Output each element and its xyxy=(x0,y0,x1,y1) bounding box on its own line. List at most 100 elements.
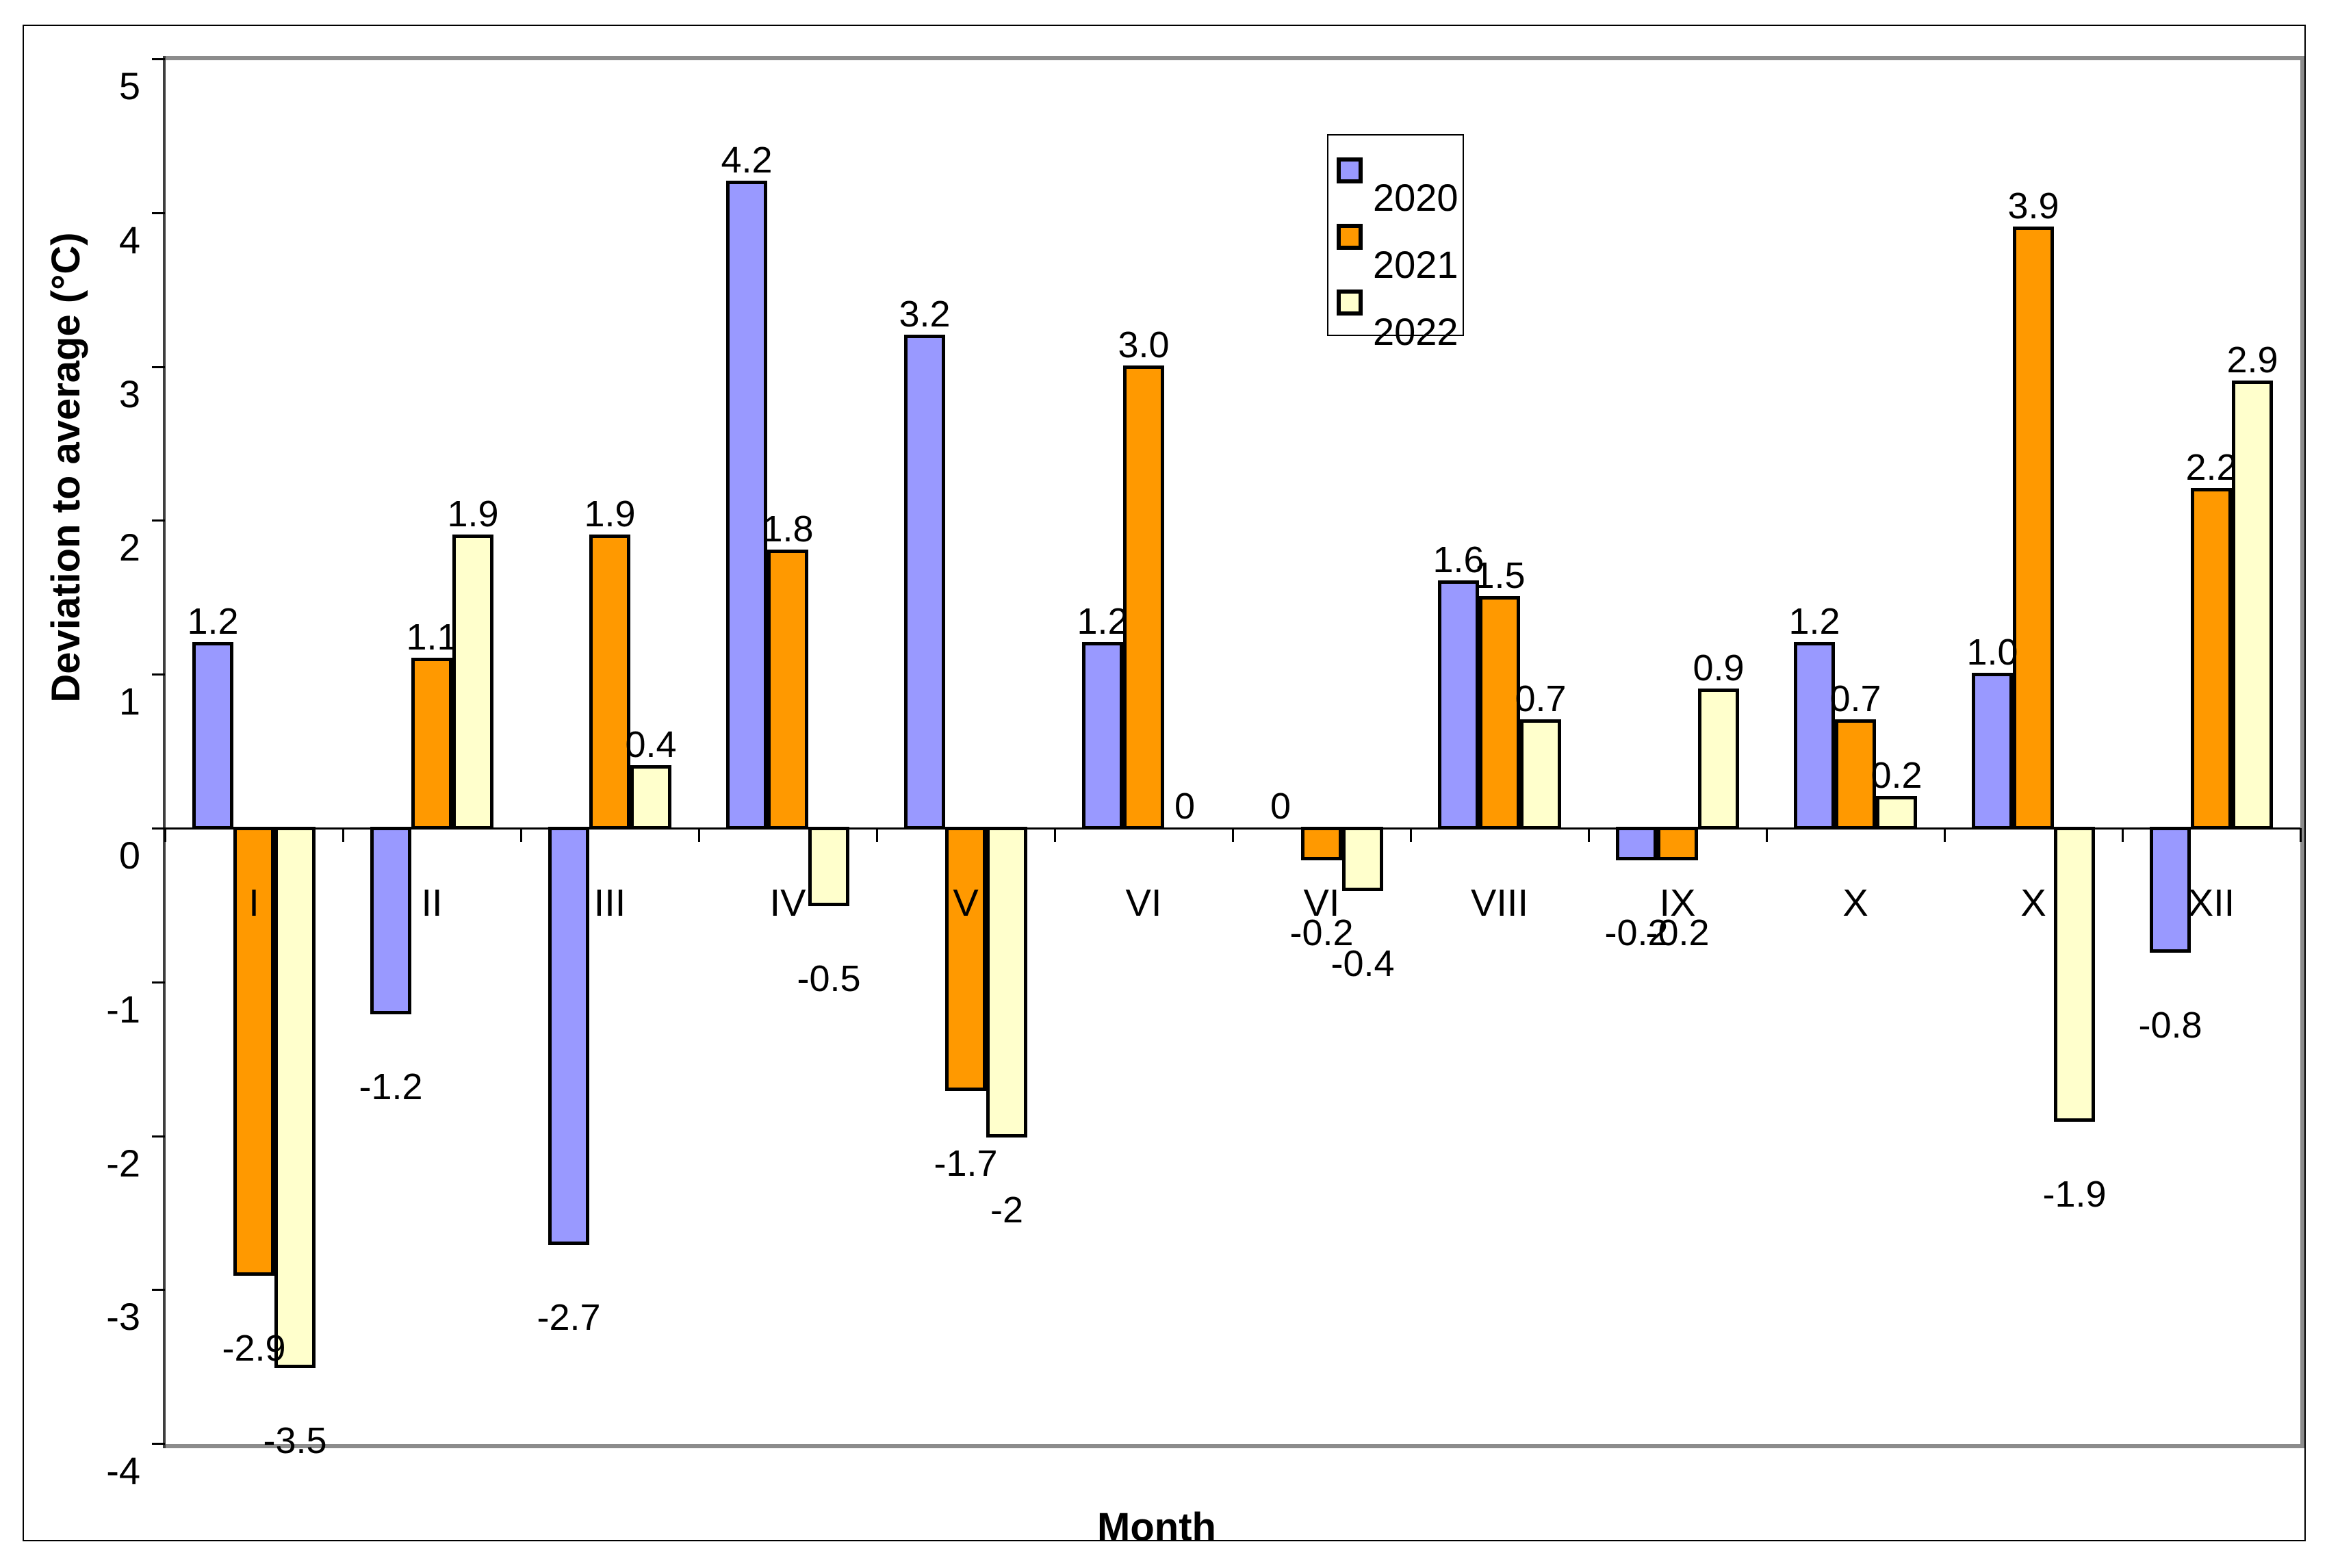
data-label: -1.7 xyxy=(934,1143,998,1185)
legend-swatch-2022 xyxy=(1337,290,1363,316)
data-label: 1.1 xyxy=(406,616,458,658)
bar-2021-II xyxy=(411,657,452,830)
category-label: IV xyxy=(769,881,806,924)
bar-2020-V xyxy=(904,334,945,830)
data-label: -3.5 xyxy=(263,1419,327,1461)
bar-2021-III xyxy=(589,534,630,830)
data-label: 1.2 xyxy=(1077,601,1129,643)
y-axis-tick-label: 2 xyxy=(118,526,140,569)
data-label: 3.0 xyxy=(1118,324,1170,365)
x-axis-tick xyxy=(1054,828,1056,842)
y-axis-tick xyxy=(152,1289,165,1291)
data-label: -1.2 xyxy=(359,1066,423,1107)
category-label: III xyxy=(593,881,626,924)
x-axis-tick xyxy=(1588,828,1590,842)
legend-label-2022: 2022 xyxy=(1373,310,1458,353)
data-label: 1.0 xyxy=(1966,632,2018,673)
y-axis-tick-label: -4 xyxy=(106,1449,140,1493)
x-axis-tick xyxy=(698,828,700,842)
bar-2022-XII xyxy=(2232,381,2273,830)
data-label: -1.9 xyxy=(2042,1174,2107,1216)
data-label: 1.2 xyxy=(187,601,239,643)
bar-2022-I xyxy=(274,827,316,1368)
bar-2022-III xyxy=(630,765,671,830)
legend-swatch-2020 xyxy=(1337,157,1363,183)
data-label: 2.9 xyxy=(2226,339,2278,381)
data-label: 1.8 xyxy=(762,509,814,550)
category-label: VI xyxy=(1125,881,1162,924)
data-label: 0 xyxy=(1174,786,1196,827)
data-label: 3.2 xyxy=(899,293,951,335)
bar-2022-IX xyxy=(1698,688,1739,830)
y-axis-tick xyxy=(152,1443,165,1445)
x-axis-tick xyxy=(342,828,344,842)
y-axis-tick-label: 1 xyxy=(118,680,140,723)
y-axis-tick xyxy=(152,211,165,214)
y-axis-tick xyxy=(152,981,165,984)
data-label: -0.2 xyxy=(1289,912,1354,953)
x-axis-tick xyxy=(520,828,522,842)
bar-2020-X xyxy=(1794,642,1835,830)
y-axis-tick xyxy=(152,827,165,830)
x-axis-tick xyxy=(876,828,878,842)
data-label: 0.2 xyxy=(1870,755,1923,797)
bar-2022-VI xyxy=(1342,827,1383,891)
bar-2021-VIII xyxy=(1479,595,1520,830)
data-label: 1.5 xyxy=(1474,554,1526,596)
data-label: -0.2 xyxy=(1645,912,1710,953)
category-label: V xyxy=(953,881,979,924)
bar-2021-V xyxy=(945,827,986,1092)
x-axis-tick xyxy=(1410,828,1412,842)
y-axis-tick-label: 5 xyxy=(118,64,140,108)
category-label: IX xyxy=(1659,881,1696,924)
plot-border-bottom xyxy=(163,1444,2304,1448)
y-axis-tick-label: -2 xyxy=(106,1141,140,1185)
y-axis-tick-label: 3 xyxy=(118,372,140,415)
bar-2020-II xyxy=(370,827,411,1014)
y-axis-tick xyxy=(152,365,165,368)
bar-2021-X xyxy=(2013,227,2054,830)
data-label: 1.6 xyxy=(1432,539,1484,581)
bar-2021-I xyxy=(233,827,274,1276)
data-label: 1.9 xyxy=(447,493,499,535)
data-label: 2.2 xyxy=(2185,447,2237,489)
bar-2022-II xyxy=(452,534,493,830)
y-axis-tick xyxy=(152,519,165,522)
data-label: 4.2 xyxy=(721,139,773,181)
outer-frame xyxy=(23,25,2306,1541)
y-axis-line xyxy=(163,56,166,1448)
x-axis-tick xyxy=(1766,828,1768,842)
bar-2022-X xyxy=(2054,827,2095,1122)
bar-2022-VIII xyxy=(1520,719,1561,830)
bar-2020-VIII xyxy=(1438,580,1479,830)
bar-2022-V xyxy=(986,827,1027,1138)
x-axis-tick xyxy=(2300,828,2302,842)
data-label: 0.7 xyxy=(1829,678,1881,719)
x-axis-tick xyxy=(1944,828,1946,842)
category-label: X xyxy=(1842,881,1868,924)
plot-border-right xyxy=(2300,56,2304,1448)
legend-label-2021: 2021 xyxy=(1373,243,1458,286)
legend: 2020 2021 2022 xyxy=(1327,134,1464,353)
bar-2020-III xyxy=(548,827,589,1245)
data-label: -0.2 xyxy=(1604,912,1669,953)
category-label: II xyxy=(421,881,443,924)
bar-2022-IV xyxy=(808,827,849,907)
x-axis-title: Month xyxy=(1097,1505,1216,1550)
bar-2022-X xyxy=(1876,796,1917,830)
bar-2020-IV xyxy=(726,180,767,830)
data-label: -0.8 xyxy=(2138,1004,2202,1046)
bar-2020-X xyxy=(1972,673,2013,830)
bar-2020-I xyxy=(192,642,233,830)
data-label: -2 xyxy=(990,1189,1023,1231)
data-label: -2.9 xyxy=(222,1327,286,1369)
category-label: VI xyxy=(1303,881,1340,924)
x-axis-tick xyxy=(2122,828,2124,842)
x-axis-tick xyxy=(1232,828,1234,842)
bar-2021-VI xyxy=(1123,365,1164,830)
data-label: -0.4 xyxy=(1330,942,1395,984)
data-label: -0.5 xyxy=(797,958,861,1000)
legend-label-2020: 2020 xyxy=(1373,176,1458,219)
y-axis-tick xyxy=(152,673,165,676)
